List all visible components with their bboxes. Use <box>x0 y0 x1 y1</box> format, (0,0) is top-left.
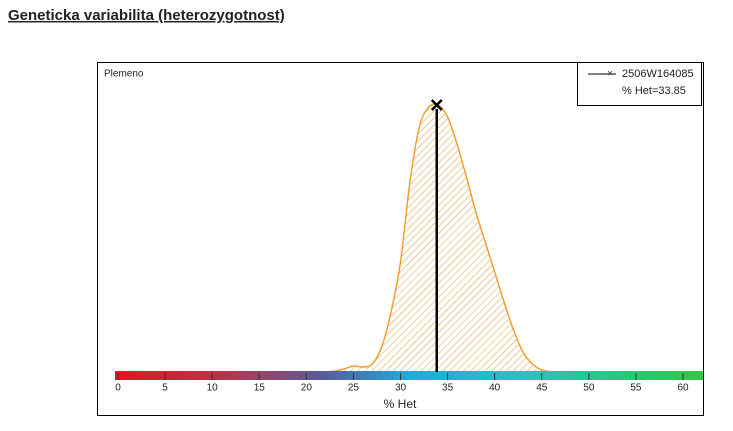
color-scale <box>115 371 703 380</box>
x-tick-label: 15 <box>254 383 266 394</box>
x-tick-label: 60 <box>677 383 689 394</box>
plot-frame <box>97 62 704 416</box>
legend-marker: × <box>607 69 613 80</box>
x-tick-label: 45 <box>536 383 548 394</box>
x-tick-label: 35 <box>442 383 454 394</box>
marker-cross <box>430 99 443 111</box>
x-tick-label: 50 <box>583 383 595 394</box>
panel-label: Plemeno <box>104 69 144 80</box>
x-tick-label: 20 <box>301 383 313 394</box>
x-tick-label: 5 <box>162 383 168 394</box>
x-axis-label: % Het <box>384 397 417 411</box>
legend-label: 2506W164085 <box>622 68 694 80</box>
x-tick-label: 55 <box>630 383 642 394</box>
page-title: Geneticka variabilita (heterozygotnost) <box>8 7 285 24</box>
x-tick-label: 10 <box>207 383 219 394</box>
x-tick-label: 0 <box>115 383 121 394</box>
x-tick-label: 30 <box>395 383 407 394</box>
density-area <box>325 103 552 373</box>
x-tick-label: 25 <box>348 383 360 394</box>
x-tick-label: 40 <box>489 383 501 394</box>
legend-value: % Het=33.85 <box>622 85 686 97</box>
legend-box <box>577 62 702 106</box>
